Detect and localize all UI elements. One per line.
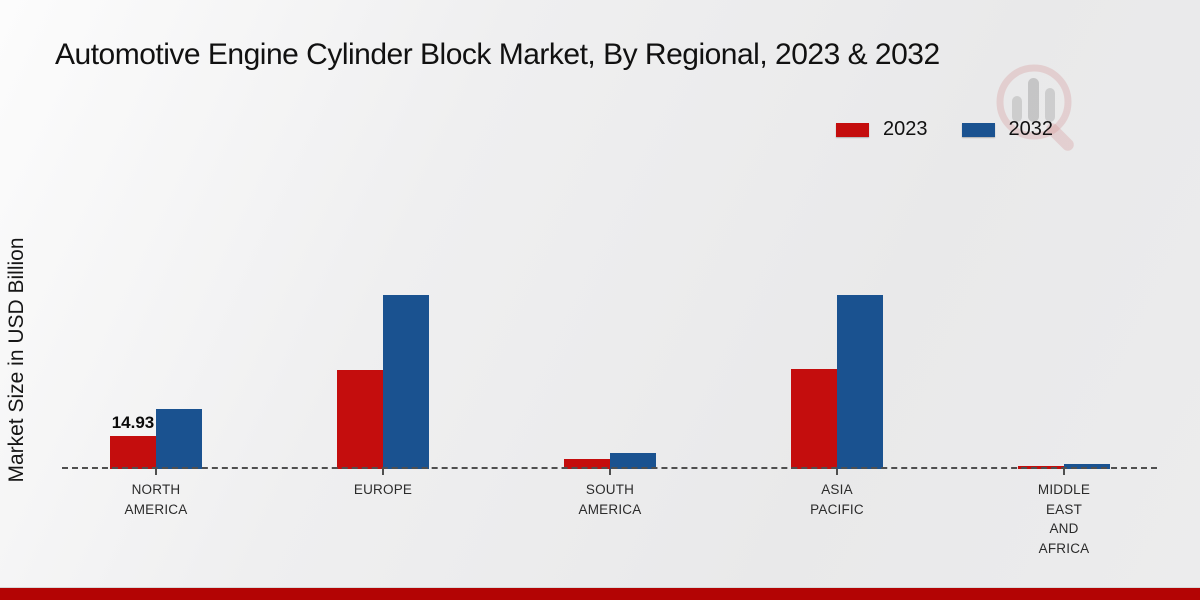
- chart-title: Automotive Engine Cylinder Block Market,…: [55, 38, 940, 71]
- category-label: NORTH AMERICA: [124, 482, 188, 517]
- x-axis-baseline: [62, 467, 1157, 469]
- category-label: MIDDLE EAST AND AFRICA: [1037, 482, 1091, 556]
- axis-tick: [1063, 469, 1065, 475]
- legend-label-2032: 2032: [1008, 118, 1054, 140]
- data-label-14.93: 14.93: [111, 413, 155, 432]
- legend-item-2023: 2023: [836, 118, 928, 141]
- bar-2032-asia-pacific: [837, 295, 883, 469]
- category-label: SOUTH AMERICA: [578, 482, 642, 517]
- bar-2032-south-america: [610, 453, 656, 469]
- magnifier-icon: [996, 64, 1074, 151]
- bar-2023-south-america: [564, 459, 610, 469]
- watermark-logo: [996, 64, 1074, 151]
- bar-2032-middle-east-and-africa: [1064, 464, 1110, 469]
- bar-2032-north-america: [156, 409, 202, 469]
- bar-2023-north-america: [110, 436, 156, 469]
- axis-tick: [609, 469, 611, 475]
- legend-item-2032: 2032: [961, 118, 1054, 141]
- legend-swatch-2032: [961, 122, 995, 137]
- axis-tick: [382, 469, 384, 475]
- legend-label-2023: 2023: [883, 118, 928, 140]
- bar-2023-europe: [337, 370, 383, 469]
- bar-2032-europe: [383, 295, 429, 469]
- bar-2023-asia-pacific: [791, 369, 837, 469]
- axis-tick: [155, 469, 157, 475]
- legend: 2023 2032: [836, 118, 1053, 141]
- footer-stripe: [0, 587, 1200, 600]
- legend-swatch-2023: [836, 122, 869, 137]
- y-axis-label: Market Size in USD Billion: [5, 237, 28, 483]
- category-label: EUROPE: [353, 482, 413, 497]
- category-label: ASIA PACIFIC: [810, 482, 864, 517]
- axis-tick: [836, 469, 838, 475]
